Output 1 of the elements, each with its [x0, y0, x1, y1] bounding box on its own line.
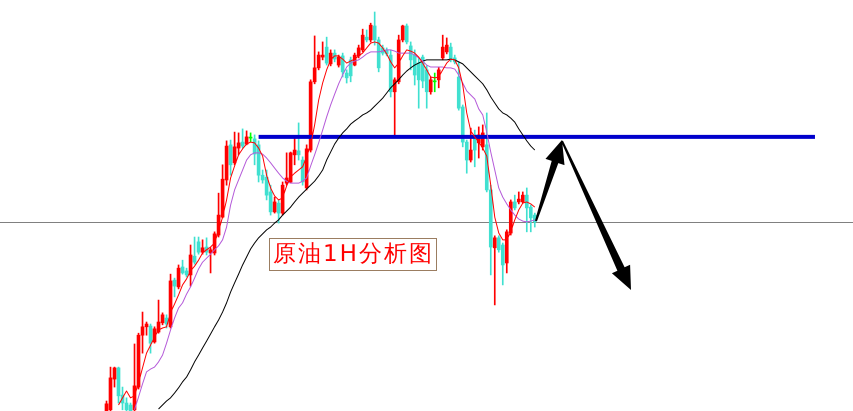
annotation: 原油1H分析图 — [269, 238, 437, 271]
